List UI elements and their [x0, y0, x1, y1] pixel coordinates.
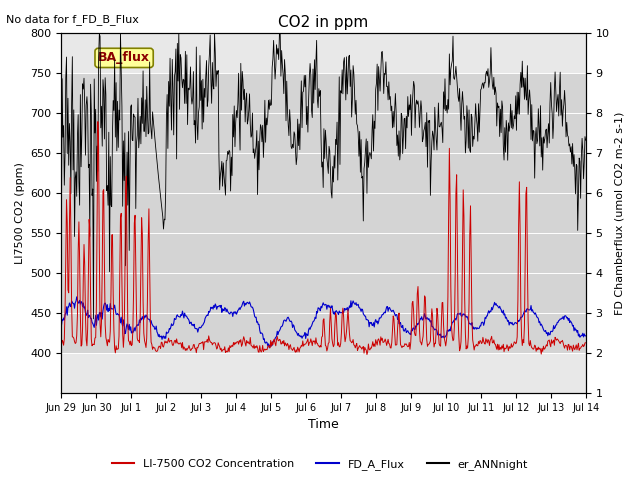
Title: CO2 in ppm: CO2 in ppm	[278, 15, 369, 30]
Legend: LI-7500 CO2 Concentration, FD_A_Flux, er_ANNnight: LI-7500 CO2 Concentration, FD_A_Flux, er…	[108, 455, 532, 474]
Bar	[61, 72, 586, 353]
Text: BA_flux: BA_flux	[98, 51, 150, 64]
Y-axis label: FD Chamberflux (umol CO2 m-2 s-1): FD Chamberflux (umol CO2 m-2 s-1)	[615, 111, 625, 314]
Y-axis label: LI7500 CO2 (ppm): LI7500 CO2 (ppm)	[15, 162, 25, 264]
X-axis label: Time: Time	[308, 419, 339, 432]
Text: No data for f_FD_B_Flux: No data for f_FD_B_Flux	[6, 14, 140, 25]
